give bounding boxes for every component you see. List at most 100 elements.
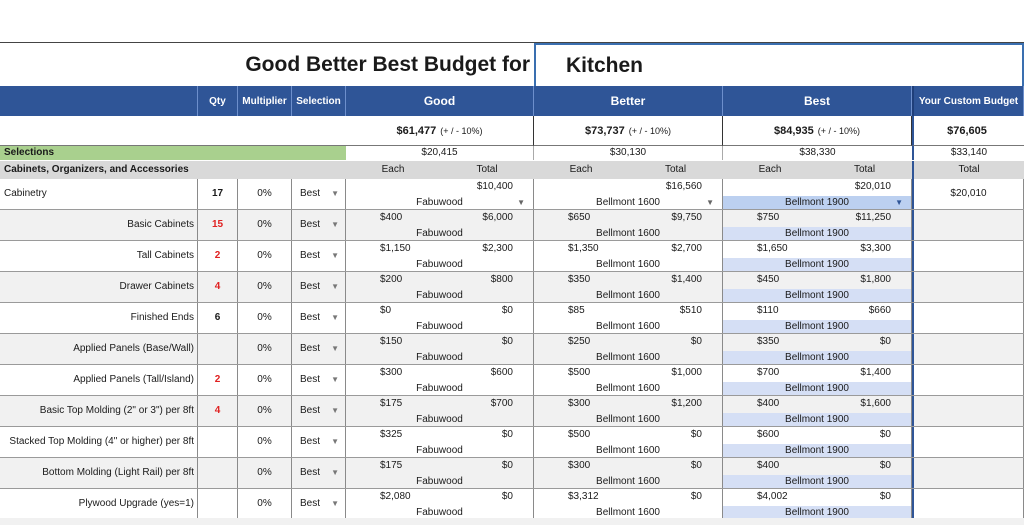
chevron-down-icon[interactable]: ▼ [517, 198, 525, 207]
total-price: $0 [690, 491, 702, 502]
custom-budget-cell[interactable] [912, 458, 1024, 488]
best-option-cell[interactable]: $450 $1,800 Bellmont 1900 [723, 272, 912, 302]
room-name-cell[interactable]: Kitchen [534, 43, 1024, 86]
multiplier-cell[interactable]: 0% [238, 272, 292, 302]
chevron-down-icon[interactable]: ▼ [331, 375, 339, 384]
good-option-cell[interactable]: $150 $0 Fabuwood [346, 334, 534, 364]
good-option-cell[interactable]: $200 $800 Fabuwood [346, 272, 534, 302]
custom-budget-cell[interactable] [912, 241, 1024, 271]
selection-dropdown[interactable]: Best ▼ [292, 179, 346, 209]
multiplier-cell[interactable]: 0% [238, 458, 292, 488]
custom-budget-cell[interactable] [912, 365, 1024, 395]
best-option-cell[interactable]: $600 $0 Bellmont 1900 [723, 427, 912, 457]
best-option-cell[interactable]: $400 $1,600 Bellmont 1900 [723, 396, 912, 426]
best-option-cell[interactable]: $110 $660 Bellmont 1900 [723, 303, 912, 333]
total-price: $2,700 [671, 243, 702, 254]
qty-cell[interactable]: 2 [198, 241, 238, 271]
selection-dropdown[interactable]: Best ▼ [292, 458, 346, 488]
better-option-cell[interactable]: $500 $0 Bellmont 1600 [534, 427, 723, 457]
chevron-down-icon[interactable]: ▼ [331, 313, 339, 322]
multiplier-cell[interactable]: 0% [238, 396, 292, 426]
multiplier-cell[interactable]: 0% [238, 365, 292, 395]
product-line-name: Bellmont 1900 [723, 382, 911, 395]
selection-dropdown[interactable]: Best ▼ [292, 241, 346, 271]
qty-cell[interactable]: 4 [198, 396, 238, 426]
chevron-down-icon[interactable]: ▼ [331, 499, 339, 508]
multiplier-cell[interactable]: 0% [238, 241, 292, 271]
multiplier-cell[interactable]: 0% [238, 427, 292, 457]
qty-cell[interactable]: 17 [198, 179, 238, 209]
best-option-cell[interactable]: $20,010 Bellmont 1900 ▼ [723, 179, 912, 209]
better-option-cell[interactable]: $350 $1,400 Bellmont 1600 [534, 272, 723, 302]
qty-cell[interactable] [198, 458, 238, 488]
good-option-cell[interactable]: $2,080 $0 Fabuwood [346, 489, 534, 519]
chevron-down-icon[interactable]: ▼ [331, 220, 339, 229]
good-option-cell[interactable]: $325 $0 Fabuwood [346, 427, 534, 457]
better-option-cell[interactable]: $3,312 $0 Bellmont 1600 [534, 489, 723, 519]
better-option-cell[interactable]: $650 $9,750 Bellmont 1600 [534, 210, 723, 240]
best-option-cell[interactable]: $350 $0 Bellmont 1900 [723, 334, 912, 364]
selection-dropdown[interactable]: Best ▼ [292, 396, 346, 426]
custom-budget-cell[interactable] [912, 489, 1024, 519]
better-option-cell[interactable]: $1,350 $2,700 Bellmont 1600 [534, 241, 723, 271]
qty-cell[interactable]: 15 [198, 210, 238, 240]
good-option-cell[interactable]: $1,150 $2,300 Fabuwood [346, 241, 534, 271]
multiplier-cell[interactable]: 0% [238, 334, 292, 364]
chevron-down-icon[interactable]: ▼ [895, 198, 903, 207]
multiplier-cell[interactable]: 0% [238, 303, 292, 333]
custom-budget-cell[interactable] [912, 396, 1024, 426]
good-option-cell[interactable]: $10,400 Fabuwood ▼ [346, 179, 534, 209]
chevron-down-icon[interactable]: ▼ [331, 468, 339, 477]
chevron-down-icon[interactable]: ▼ [331, 406, 339, 415]
totals-blank [0, 116, 346, 146]
better-option-cell[interactable]: $85 $510 Bellmont 1600 [534, 303, 723, 333]
chevron-down-icon[interactable]: ▼ [331, 282, 339, 291]
best-option-cell[interactable]: $400 $0 Bellmont 1900 [723, 458, 912, 488]
multiplier-cell[interactable]: 0% [238, 489, 292, 519]
best-option-cell[interactable]: $750 $11,250 Bellmont 1900 [723, 210, 912, 240]
custom-budget-cell[interactable]: $20,010 [912, 179, 1024, 209]
best-option-cell[interactable]: $1,650 $3,300 Bellmont 1900 [723, 241, 912, 271]
qty-cell[interactable] [198, 427, 238, 457]
header-best: Best [723, 86, 912, 116]
better-option-cell[interactable]: $16,560 Bellmont 1600 ▼ [534, 179, 723, 209]
multiplier-cell[interactable]: 0% [238, 210, 292, 240]
selection-dropdown[interactable]: Best ▼ [292, 365, 346, 395]
custom-budget-cell[interactable] [912, 334, 1024, 364]
custom-budget-cell[interactable] [912, 427, 1024, 457]
custom-budget-cell[interactable] [912, 272, 1024, 302]
good-option-cell[interactable]: $175 $700 Fabuwood [346, 396, 534, 426]
qty-cell[interactable]: 4 [198, 272, 238, 302]
good-option-cell[interactable]: $175 $0 Fabuwood [346, 458, 534, 488]
selection-dropdown[interactable]: Best ▼ [292, 303, 346, 333]
multiplier-cell[interactable]: 0% [238, 179, 292, 209]
chevron-down-icon[interactable]: ▼ [331, 251, 339, 260]
chevron-down-icon[interactable]: ▼ [706, 198, 714, 207]
better-option-cell[interactable]: $500 $1,000 Bellmont 1600 [534, 365, 723, 395]
selection-dropdown[interactable]: Best ▼ [292, 427, 346, 457]
chevron-down-icon[interactable]: ▼ [331, 437, 339, 446]
best-option-cell[interactable]: $4,002 $0 Bellmont 1900 [723, 489, 912, 519]
better-option-cell[interactable]: $300 $1,200 Bellmont 1600 [534, 396, 723, 426]
qty-cell[interactable]: 6 [198, 303, 238, 333]
selection-dropdown[interactable]: Best ▼ [292, 489, 346, 519]
table-row: Stacked Top Molding (4" or higher) per 8… [0, 427, 1024, 458]
best-option-cell[interactable]: $700 $1,400 Bellmont 1900 [723, 365, 912, 395]
selection-dropdown[interactable]: Best ▼ [292, 334, 346, 364]
good-option-cell[interactable]: $400 $6,000 Fabuwood [346, 210, 534, 240]
custom-budget-cell[interactable] [912, 210, 1024, 240]
selection-dropdown[interactable]: Best ▼ [292, 210, 346, 240]
qty-cell[interactable] [198, 489, 238, 519]
total-custom: $76,605 [912, 116, 1024, 146]
each-price: $175 [380, 398, 403, 409]
better-option-cell[interactable]: $250 $0 Bellmont 1600 [534, 334, 723, 364]
good-option-cell[interactable]: $0 $0 Fabuwood [346, 303, 534, 333]
good-option-cell[interactable]: $300 $600 Fabuwood [346, 365, 534, 395]
selection-dropdown[interactable]: Best ▼ [292, 272, 346, 302]
chevron-down-icon[interactable]: ▼ [331, 189, 339, 198]
qty-cell[interactable] [198, 334, 238, 364]
better-option-cell[interactable]: $300 $0 Bellmont 1600 [534, 458, 723, 488]
qty-cell[interactable]: 2 [198, 365, 238, 395]
custom-budget-cell[interactable] [912, 303, 1024, 333]
chevron-down-icon[interactable]: ▼ [331, 344, 339, 353]
